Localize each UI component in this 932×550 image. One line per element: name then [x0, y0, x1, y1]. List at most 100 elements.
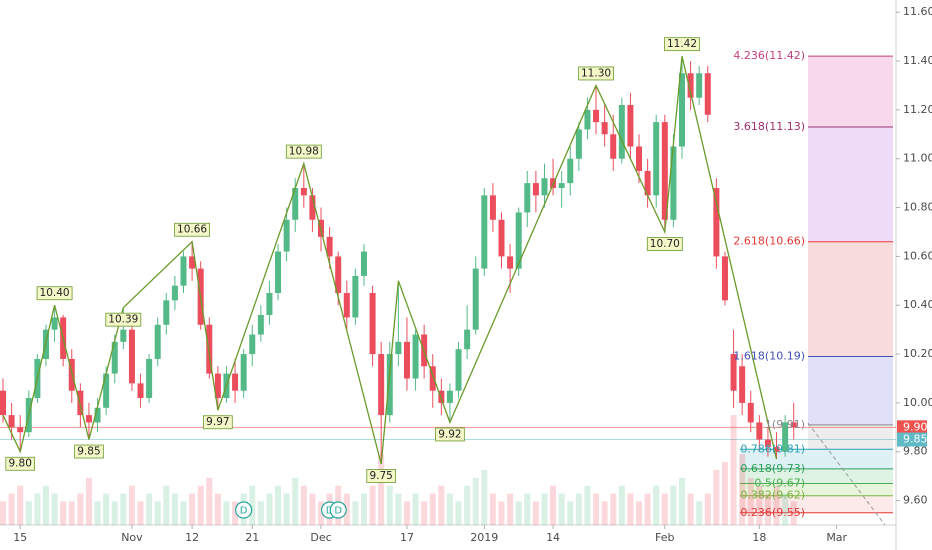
volume-bar [68, 501, 75, 525]
candle-body [189, 256, 196, 269]
volume-bar [438, 485, 445, 525]
pivot-label-box [646, 237, 683, 251]
volume-bar [360, 493, 367, 525]
pivot-label-box [366, 469, 396, 483]
fib-zone [808, 424, 893, 450]
volume-bar [558, 493, 565, 525]
volume-bar [472, 477, 479, 525]
volume-bar [636, 501, 643, 525]
volume-bar [103, 493, 110, 525]
volume-bar [670, 485, 677, 525]
volume-bar [386, 485, 393, 525]
fib-label: 0.618(9.73) [740, 462, 805, 475]
pivot-label-box [285, 144, 322, 159]
volume-bar [498, 501, 505, 525]
volume-bar [163, 485, 170, 525]
fib-zone [808, 356, 893, 425]
candle-body [335, 256, 342, 294]
volume-bar [223, 501, 230, 525]
y-tick-label: 10.20 [903, 347, 932, 360]
volume-bar [593, 493, 600, 525]
y-tick-label: 11.00 [903, 152, 932, 165]
pivot-label: 10.98 [289, 146, 319, 158]
candle-body [636, 146, 643, 171]
pivot-label: 10.40 [40, 287, 70, 299]
volume-bar [180, 501, 187, 525]
volume-bar [300, 485, 307, 525]
volume-bar [249, 485, 256, 525]
pivot-label-box [664, 37, 700, 52]
volume-bar [25, 501, 32, 525]
volume-bar [369, 485, 376, 525]
candle-body [532, 183, 539, 196]
volume-bar [197, 485, 204, 525]
volume-bar [481, 470, 488, 525]
volume-bar [0, 501, 7, 525]
volume-bar [94, 501, 101, 525]
price-tag [897, 420, 927, 435]
candle-body [51, 317, 58, 330]
volume-bar [618, 485, 625, 525]
volume-bar [8, 493, 15, 525]
volume-bar [171, 493, 178, 525]
volume-bar [661, 493, 668, 525]
pivot-label: 10.70 [650, 238, 680, 250]
pivot-label-box [36, 286, 73, 301]
volume-bar [42, 485, 49, 525]
pivot-label-box [578, 66, 614, 81]
dividend-marker [329, 501, 347, 519]
y-tick-label: 10.80 [903, 201, 932, 214]
candle-body [257, 315, 264, 335]
fib-zones [740, 55, 893, 514]
candle-body [206, 324, 213, 374]
pivot-label: 11.30 [581, 67, 611, 79]
volume-bar [352, 501, 359, 525]
fib-zone [808, 126, 893, 242]
volume-bar [189, 493, 196, 525]
fib-zone [740, 483, 893, 496]
pivot-label: 10.66 [177, 224, 207, 236]
price-tag-label: 9.90 [903, 420, 928, 433]
volume-bar [128, 485, 135, 525]
x-tick-label: 18 [752, 531, 766, 544]
candle-body [378, 354, 385, 416]
fib-zone [740, 449, 893, 469]
volume-bar [601, 501, 608, 525]
pivot-label: 9.75 [369, 470, 392, 482]
candle-body [601, 122, 608, 135]
pivot-label-box [435, 427, 465, 442]
volume-bar [721, 462, 728, 525]
fib-label: 0.236(9.55) [740, 506, 805, 519]
volume-bar [524, 493, 531, 525]
volume-bar [17, 485, 24, 525]
volume-bar [584, 485, 591, 525]
candle-body [644, 170, 651, 196]
candle-body [137, 383, 144, 399]
volume-bar [782, 493, 789, 525]
volume-bar [704, 493, 711, 525]
candle-body [515, 212, 522, 269]
y-tick-label: 10.00 [903, 396, 932, 409]
volume-bar [421, 501, 428, 525]
candle-body [584, 109, 591, 130]
candle-body [455, 349, 462, 391]
candle-body [412, 334, 419, 379]
volume-bar [489, 493, 496, 525]
price-tag-label: 9.85 [903, 433, 928, 446]
pivot-label-box [74, 444, 104, 459]
candle-body [111, 341, 118, 374]
volume-bar [154, 501, 161, 525]
volume-bar [515, 501, 522, 525]
fib-label: 2.618(10.66) [733, 235, 805, 248]
x-tick-label: Dec [310, 531, 331, 544]
candle-body [730, 354, 737, 391]
pivot-label: 10.39 [108, 314, 138, 326]
candle-body [438, 390, 445, 403]
fib-zone [740, 468, 893, 484]
y-tick-label: 10.60 [903, 249, 932, 262]
candle-body [343, 293, 350, 318]
candle-body [790, 422, 797, 428]
volume-bar [120, 493, 127, 525]
pivot-label-box [174, 222, 210, 237]
candle-body [593, 109, 600, 123]
